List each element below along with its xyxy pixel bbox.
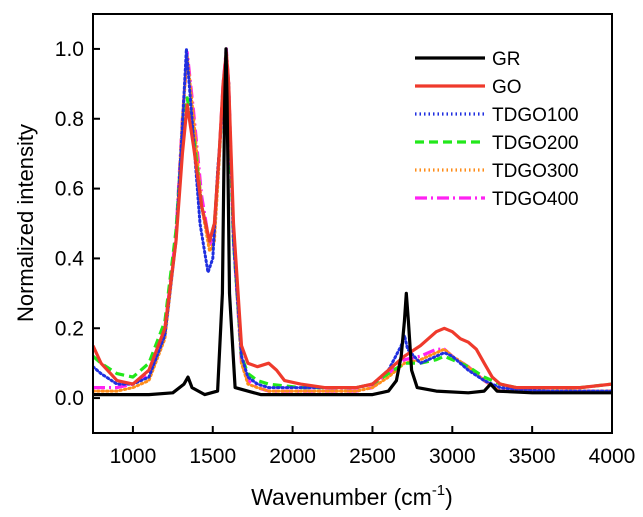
x-axis-label-superscript: -1	[432, 482, 445, 499]
legend-label-tdgo400: TDGO400	[492, 189, 579, 210]
plot-area	[93, 47, 612, 397]
series-line-tdgo400	[93, 47, 612, 393]
series-line-go	[93, 50, 612, 390]
x-tick-label: 1000	[110, 445, 157, 468]
x-tick-label: 3000	[429, 445, 476, 468]
x-axis-label-main: Wavenumber (cm	[251, 484, 432, 510]
y-tick-label: 1.0	[55, 38, 84, 61]
legend-label-tdgo200: TDGO200	[492, 133, 579, 154]
legend-label-tdgo300: TDGO300	[492, 161, 579, 182]
y-tick-label: 0.2	[55, 317, 84, 340]
y-tick-label: 0.4	[55, 247, 85, 270]
x-tick-label: 3500	[509, 445, 556, 468]
legend-label-gr: GR	[492, 49, 521, 70]
x-tick-label: 2500	[349, 445, 396, 468]
legend-label-tdgo100: TDGO100	[492, 105, 579, 126]
x-tick-label: 2000	[269, 445, 316, 468]
x-tick-label: 1500	[189, 445, 236, 468]
y-tick-label: 0.8	[55, 108, 84, 131]
legend-label-go: GO	[492, 77, 522, 98]
x-axis-label-close: )	[445, 484, 453, 510]
axes-frame	[92, 13, 613, 434]
x-axis-label: Wavenumber (cm-1)	[251, 482, 453, 510]
series-line-tdgo100	[93, 47, 612, 393]
y-tick-label: 0.0	[55, 387, 84, 410]
y-tick-label: 0.6	[55, 178, 84, 201]
axis-ticks: 1000 1500 2000 2500 3000 3500 4000 0.0 0.2 0.4 0.6…	[55, 38, 636, 468]
legend: GR GO TDGO100 TDGO200 TDGO300 TDGO400	[415, 49, 579, 210]
x-tick-label: 4000	[589, 445, 636, 468]
series-line-gr	[93, 47, 612, 397]
y-axis-label: Normalized intensity	[13, 124, 38, 322]
series-line-tdgo300	[93, 50, 612, 393]
